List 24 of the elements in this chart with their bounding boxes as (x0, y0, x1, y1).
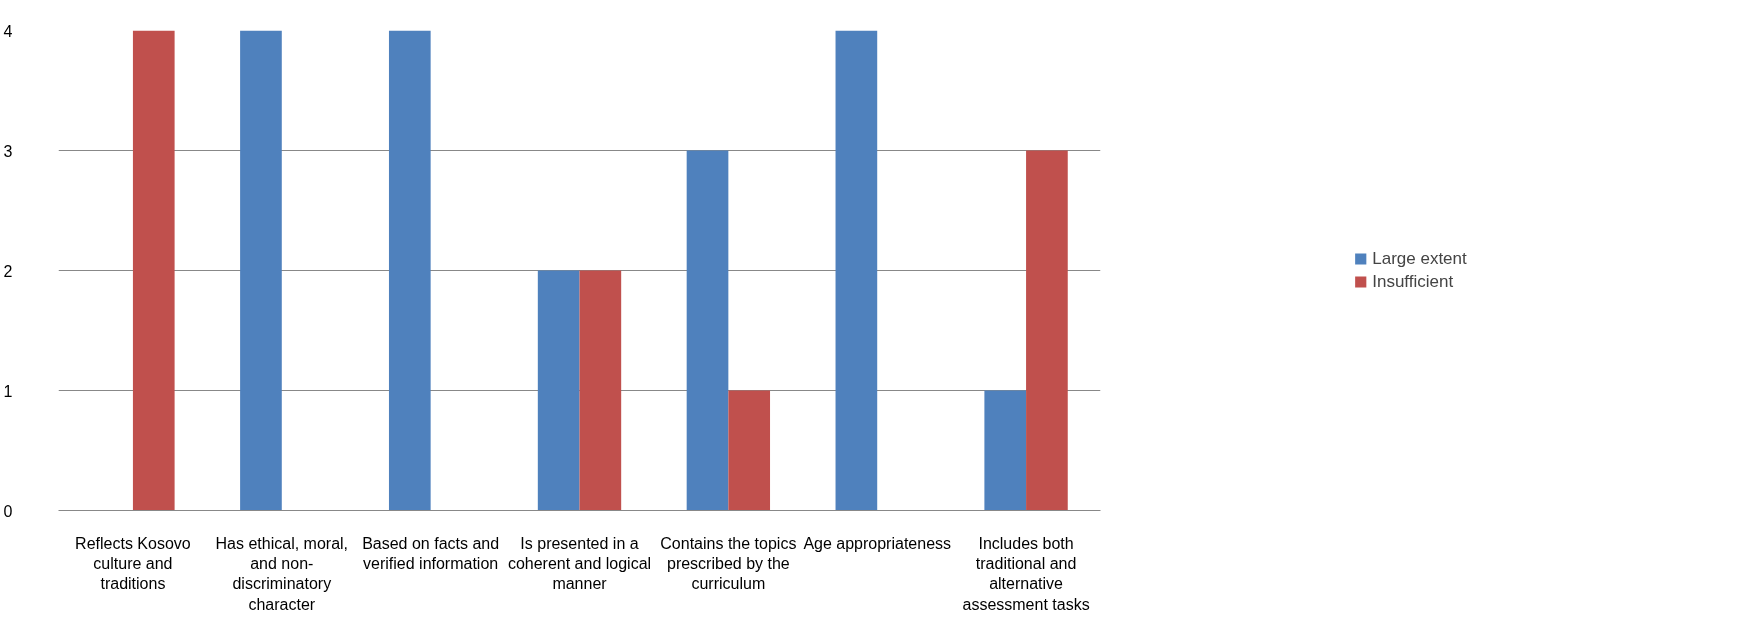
x-tick-label: Includes both traditional and alternative assessment tasks (962, 534, 1090, 613)
bar (1026, 150, 1068, 511)
bar (132, 30, 175, 511)
bar (728, 390, 771, 511)
x-tick-label: Based on facts and verified information (362, 534, 500, 572)
x-tick-label: Age appropriateness (803, 534, 952, 552)
x-tick-label: Has ethical, moral, and non-discriminatory character (215, 534, 349, 613)
y-tick-label: 3 (3, 142, 13, 160)
x-tick-label: Reflects Kosovo culture and traditions (75, 534, 191, 593)
x-tick-label: Contains the topics prescribed by the curriculum (660, 534, 797, 593)
bar (984, 390, 1027, 511)
bar (835, 30, 878, 511)
legend-label: Insufficient (1372, 271, 1454, 292)
bar (686, 150, 729, 511)
y-tick-label: 0 (3, 502, 13, 520)
bar (537, 270, 580, 511)
bar (240, 30, 282, 511)
y-tick-label: 4 (3, 22, 13, 40)
legend-label: Large extent (1372, 248, 1467, 269)
y-tick-label: 1 (3, 382, 13, 400)
x-tick-label: Is presented in a coherent and logical manner (507, 534, 652, 593)
y-tick-label: 2 (3, 262, 13, 280)
bar (579, 270, 622, 511)
bar (388, 30, 431, 511)
